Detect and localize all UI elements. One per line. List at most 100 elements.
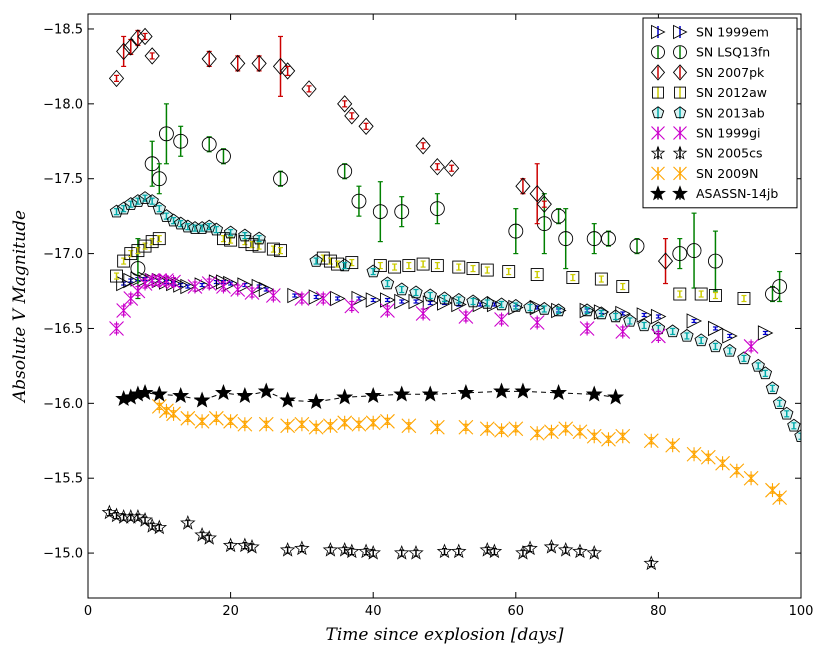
data-point bbox=[110, 269, 123, 283]
data-point bbox=[737, 351, 751, 365]
data-point bbox=[585, 385, 603, 402]
data-point bbox=[251, 54, 267, 73]
data-point bbox=[737, 292, 751, 305]
legend-marker bbox=[673, 126, 687, 140]
data-point bbox=[452, 260, 466, 274]
data-point bbox=[430, 259, 444, 273]
data-point bbox=[665, 324, 680, 338]
legend-marker bbox=[674, 86, 686, 99]
data-point bbox=[265, 288, 281, 303]
data-point bbox=[615, 324, 631, 339]
data-point bbox=[279, 391, 297, 408]
data-point bbox=[272, 57, 289, 76]
data-point bbox=[351, 193, 367, 209]
data-point bbox=[151, 171, 167, 187]
data-point bbox=[429, 419, 445, 435]
data-point bbox=[708, 339, 723, 353]
data-point bbox=[536, 195, 552, 213]
x-tick-label: 100 bbox=[789, 604, 814, 619]
legend-label: SN 2009N bbox=[696, 166, 758, 181]
legend-label: SN 2013ab bbox=[696, 105, 765, 120]
data-point bbox=[673, 287, 687, 301]
data-point bbox=[543, 538, 560, 554]
data-point bbox=[266, 242, 280, 256]
data-point bbox=[494, 312, 509, 327]
data-point bbox=[216, 279, 231, 294]
data-point bbox=[566, 271, 580, 284]
data-point bbox=[388, 260, 402, 274]
data-point bbox=[108, 69, 125, 88]
data-point bbox=[502, 265, 516, 279]
data-point bbox=[415, 137, 431, 155]
data-point bbox=[230, 282, 246, 297]
data-point bbox=[486, 543, 503, 559]
data-point bbox=[544, 424, 559, 440]
data-point bbox=[193, 391, 211, 408]
data-point bbox=[772, 490, 787, 506]
legend-marker bbox=[673, 24, 688, 40]
legend: SN 1999em SN LSQ13fn SN 2007pk SN 2012aw SN … bbox=[642, 17, 798, 209]
data-point bbox=[208, 410, 224, 426]
data-point bbox=[131, 244, 145, 258]
data-point bbox=[201, 529, 217, 545]
y-axis: −15.0 −15.5 −16.0 −16.5 −17.0 −17.5 −18.0 −18.5 bbox=[43, 22, 801, 562]
data-point bbox=[722, 328, 738, 344]
data-point bbox=[494, 297, 509, 311]
data-point bbox=[252, 231, 266, 245]
data-point bbox=[172, 386, 190, 404]
data-point bbox=[651, 328, 666, 344]
data-point bbox=[351, 416, 367, 432]
data-point bbox=[429, 158, 445, 176]
series-sn-1999gi bbox=[109, 273, 759, 354]
data-point bbox=[479, 541, 496, 557]
data-point bbox=[144, 517, 160, 533]
data-point bbox=[522, 540, 538, 556]
data-point bbox=[202, 219, 216, 233]
data-point bbox=[145, 194, 159, 207]
legend-entry: SN LSQ13fn bbox=[651, 45, 770, 60]
data-point bbox=[380, 303, 395, 318]
data-point bbox=[358, 117, 374, 135]
data-point bbox=[201, 50, 217, 68]
legend-marker bbox=[651, 126, 665, 140]
data-point bbox=[607, 388, 625, 405]
data-point bbox=[508, 223, 524, 239]
data-point bbox=[344, 107, 360, 125]
data-point bbox=[466, 294, 480, 308]
data-point bbox=[466, 262, 480, 276]
legend-marker bbox=[651, 106, 665, 119]
x-tick-label: 0 bbox=[84, 604, 92, 619]
data-point bbox=[116, 201, 131, 215]
data-point bbox=[700, 449, 716, 465]
asassn-14jb-line bbox=[123, 390, 616, 403]
x-tick-label: 60 bbox=[508, 604, 525, 619]
data-point bbox=[458, 419, 474, 435]
legend-label: SN 1999em bbox=[696, 25, 769, 40]
data-point bbox=[436, 543, 453, 559]
data-point bbox=[415, 306, 431, 321]
data-point bbox=[594, 306, 609, 320]
legend-marker bbox=[672, 64, 688, 81]
data-point bbox=[236, 386, 254, 404]
legend-marker bbox=[673, 45, 687, 60]
data-point bbox=[494, 422, 509, 438]
data-point bbox=[123, 38, 139, 56]
legend-label: SN LSQ13fn bbox=[696, 45, 770, 60]
data-point bbox=[514, 382, 532, 399]
y-tick-label: −15.5 bbox=[43, 472, 83, 487]
data-point bbox=[152, 201, 167, 215]
data-point bbox=[365, 544, 381, 560]
data-point bbox=[173, 216, 188, 230]
data-point bbox=[108, 507, 125, 523]
legend-marker bbox=[651, 45, 665, 60]
y-tick-label: −18.5 bbox=[43, 22, 83, 37]
data-point bbox=[672, 246, 688, 262]
data-point bbox=[616, 280, 630, 293]
data-point bbox=[215, 383, 232, 401]
y-axis-label: Absolute V Magnitude bbox=[10, 210, 30, 404]
data-point bbox=[558, 421, 574, 437]
data-point bbox=[323, 418, 338, 434]
data-point bbox=[437, 291, 452, 305]
legend-label: ASASSN-14jb bbox=[696, 186, 778, 201]
